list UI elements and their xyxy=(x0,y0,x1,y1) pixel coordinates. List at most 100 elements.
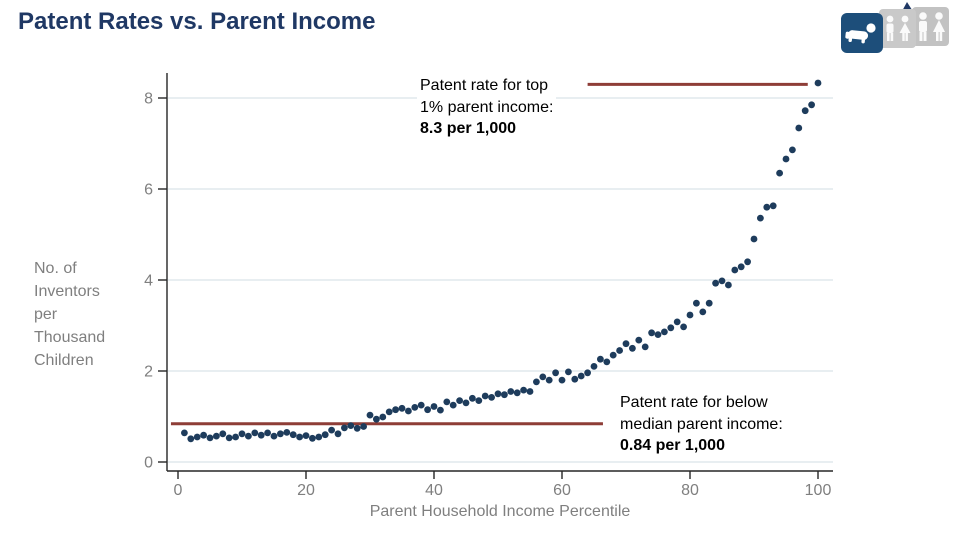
scatter-point xyxy=(289,431,297,439)
scatter-point xyxy=(315,433,323,441)
y-tick-label: 4 xyxy=(144,273,153,290)
scatter-point xyxy=(654,331,662,338)
scatter-point xyxy=(232,433,240,441)
scatter-point xyxy=(507,388,515,395)
scatter-point xyxy=(558,376,566,384)
scatter-point xyxy=(238,430,246,438)
scatter-point xyxy=(456,397,463,404)
scatter-point xyxy=(270,432,278,440)
x-tick-label: 100 xyxy=(805,482,832,499)
scatter-point xyxy=(373,415,380,423)
scatter-point xyxy=(193,433,201,441)
scatter-point xyxy=(321,431,329,439)
scatter-point xyxy=(411,404,419,411)
annotation-below-median: Patent rate for below median parent inco… xyxy=(617,391,786,458)
scatter-point xyxy=(609,351,617,359)
x-tick-label: 80 xyxy=(681,482,699,499)
scatter-point xyxy=(469,394,476,402)
scatter-point xyxy=(782,155,790,163)
scatter-point xyxy=(277,430,284,438)
scatter-point xyxy=(206,434,214,442)
scatter-point xyxy=(712,279,719,287)
scatter-point xyxy=(328,426,335,434)
x-tick-label: 20 xyxy=(297,482,315,499)
x-tick-label: 40 xyxy=(425,482,443,499)
scatter-point xyxy=(181,429,188,437)
scatter-point xyxy=(731,266,739,274)
scatter-point xyxy=(629,344,636,352)
scatter-point xyxy=(737,263,745,271)
scatter-point xyxy=(750,235,758,243)
scatter-point xyxy=(769,202,777,210)
scatter-point xyxy=(443,398,451,406)
scatter-point xyxy=(814,79,822,87)
scatter-point xyxy=(533,378,540,386)
scatter-point xyxy=(648,329,655,337)
scatter-point xyxy=(251,429,259,437)
annotation-line: 1% parent income: xyxy=(420,98,554,116)
reference-lines xyxy=(170,82,808,426)
scatter-point xyxy=(673,318,681,326)
annotation-line: Patent rate for top xyxy=(420,77,549,94)
y-tick-label: 6 xyxy=(144,182,153,199)
scatter-point xyxy=(437,406,444,414)
scatter-point xyxy=(187,435,195,443)
scatter-point xyxy=(565,368,572,376)
scatter-point xyxy=(462,399,470,407)
scatter-point xyxy=(680,323,687,331)
scatter-point xyxy=(616,347,623,354)
scatter-point xyxy=(539,373,547,381)
scatter-point xyxy=(571,375,579,383)
scatter-point xyxy=(513,389,521,397)
y-tick-label: 0 xyxy=(144,455,153,472)
y-axis-title: No. of Inventors per Thousand Children xyxy=(34,260,106,369)
scatter-point xyxy=(245,432,252,440)
scatter-point xyxy=(309,434,316,442)
axes xyxy=(158,73,833,479)
scatter-point xyxy=(763,203,771,211)
scatter-point xyxy=(725,281,732,289)
scatter-point xyxy=(693,299,700,307)
adults-icon xyxy=(912,7,949,46)
scatter-point xyxy=(398,404,406,412)
x-axis-title: Parent Household Income Percentile xyxy=(369,503,631,520)
scatter-point xyxy=(744,258,751,266)
annotation-top-1pct: Patent rate for top 1% parent income: 8.… xyxy=(417,74,557,141)
scatter-point xyxy=(385,408,393,416)
annotation-value: 0.84 per 1,000 xyxy=(620,437,725,454)
scatter-point xyxy=(520,386,527,394)
header-icons xyxy=(841,2,949,53)
scatter-point xyxy=(353,424,361,432)
scatter-point xyxy=(360,423,367,430)
page-title: Patent Rates vs. Parent Income xyxy=(18,8,376,35)
annotation-line: median parent income: xyxy=(620,415,783,433)
x-tick-label: 60 xyxy=(553,482,571,499)
x-tick-label: 0 xyxy=(174,482,183,499)
scatter-point xyxy=(225,434,233,442)
scatter-point xyxy=(641,343,649,351)
scatter-point xyxy=(552,369,559,377)
scatter-point xyxy=(597,355,604,363)
scatter-point xyxy=(699,308,707,316)
scatter-point xyxy=(379,413,387,421)
scatter-point xyxy=(776,169,783,177)
scatter-point xyxy=(577,372,585,380)
scatter-point xyxy=(635,336,643,344)
scatter-point xyxy=(219,430,227,438)
scatter-point xyxy=(347,422,355,429)
scatter-point xyxy=(661,328,668,336)
scatter-point xyxy=(417,401,425,409)
scatter-point xyxy=(392,406,399,414)
scatter-point xyxy=(264,429,271,437)
scatter-point xyxy=(494,390,502,398)
scatter-point xyxy=(475,397,483,404)
scatter-point xyxy=(808,101,815,109)
baby-icon xyxy=(841,13,883,53)
scatter-point xyxy=(603,358,611,366)
scatter-point xyxy=(526,388,534,395)
scatter-point xyxy=(213,432,220,440)
scatter-point xyxy=(366,411,374,419)
scatter-point xyxy=(334,430,342,438)
